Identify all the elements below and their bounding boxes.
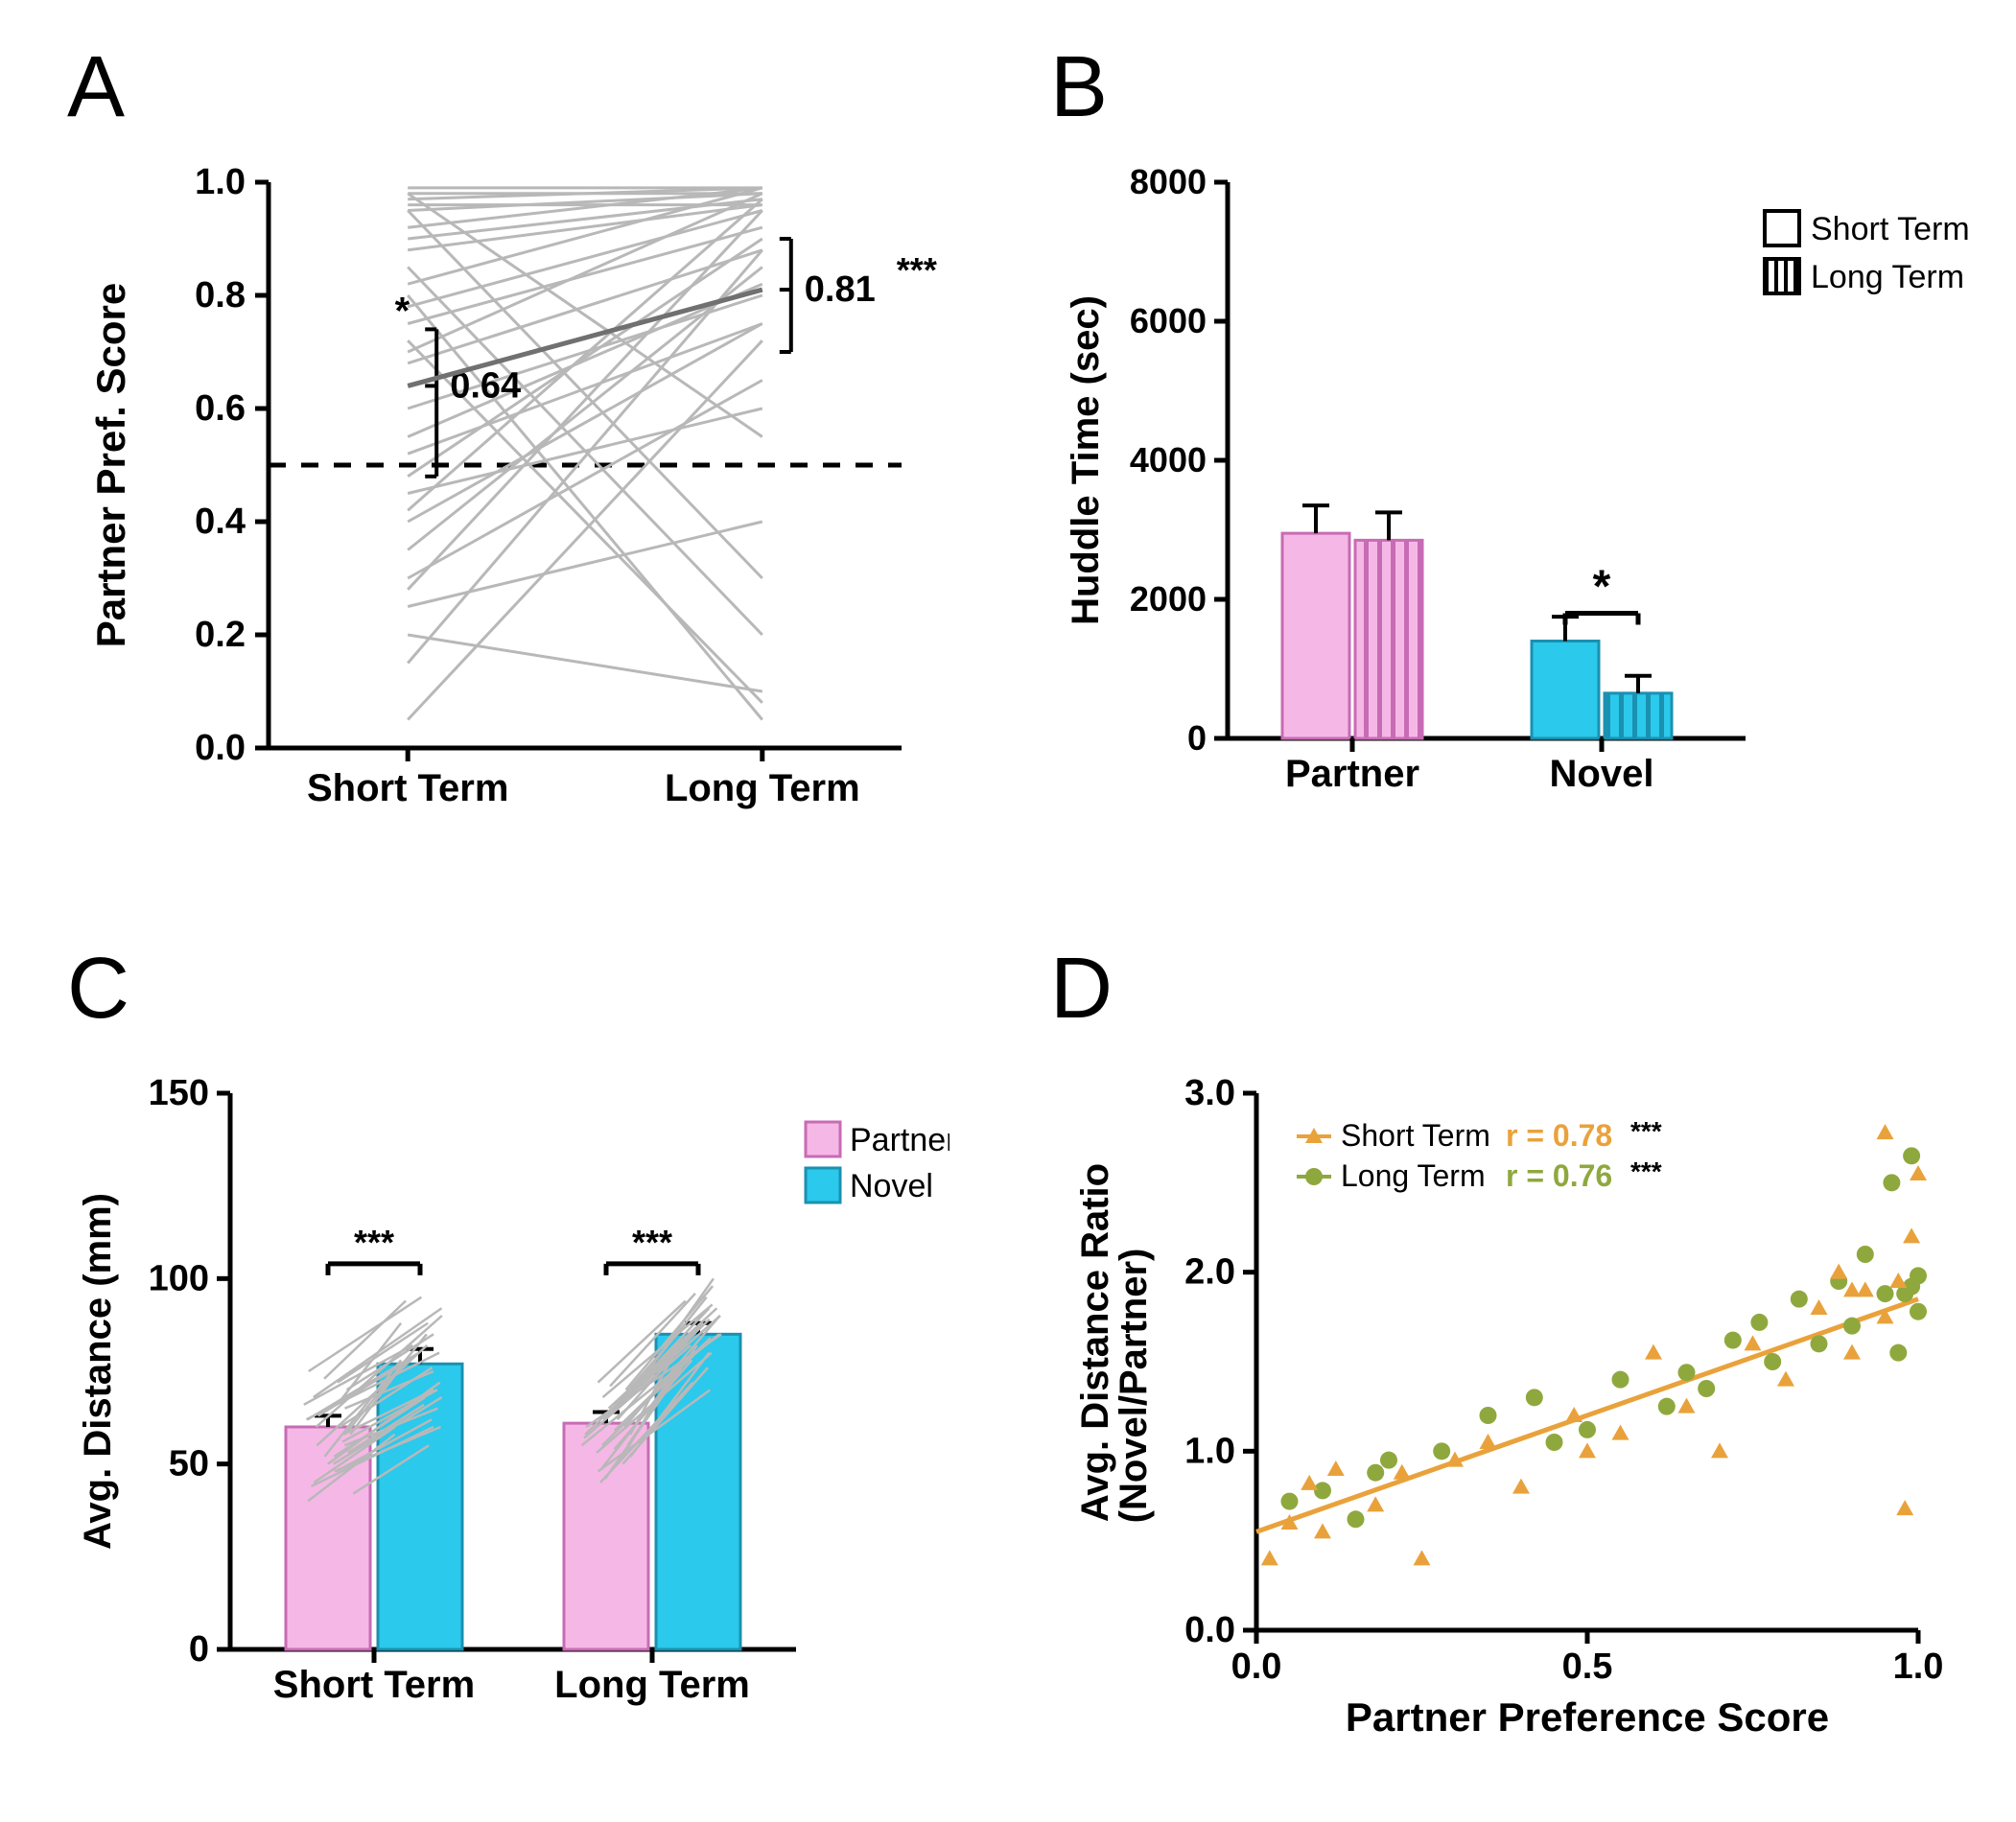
svg-text:0.0: 0.0 [1184,1610,1235,1650]
svg-text:Avg. Distance Ratio: Avg. Distance Ratio [1074,1163,1116,1522]
svg-text:6000: 6000 [1130,301,1207,340]
svg-text:0.8: 0.8 [195,275,246,315]
panel-label-d: D [1050,940,1113,1039]
panel-label-a: A [67,38,125,137]
panel-a-chart: 0.00.20.40.60.81.00.64*0.81***Short Term… [67,153,949,882]
svg-text:Partner Pref. Score: Partner Pref. Score [88,283,133,648]
svg-text:0: 0 [1187,718,1207,758]
svg-text:Novel: Novel [850,1168,933,1204]
svg-text:Avg. Distance (mm): Avg. Distance (mm) [77,1193,119,1550]
svg-text:Short Term: Short Term [1341,1118,1490,1153]
svg-text:4000: 4000 [1130,440,1207,479]
svg-text:1.0: 1.0 [1893,1647,1944,1687]
svg-text:Short Term: Short Term [1811,211,1970,247]
svg-text:***: *** [897,250,937,290]
svg-text:Novel: Novel [1550,753,1654,795]
svg-text:2000: 2000 [1130,579,1207,619]
panel-b-chart: 0 2000 4000 6000 8000 Partner Novel * Short Term… [1055,153,1976,882]
svg-text:0.2: 0.2 [195,615,246,655]
svg-text:100: 100 [149,1258,209,1298]
svg-text:r = 0.78: r = 0.78 [1506,1118,1612,1153]
svg-text:1.0: 1.0 [195,162,246,202]
svg-text:***: *** [1630,1116,1662,1146]
svg-text:0.4: 0.4 [195,502,246,542]
svg-text:8000: 8000 [1130,162,1207,201]
svg-text:Partner: Partner [850,1122,949,1158]
svg-text:Partner: Partner [1285,753,1419,795]
svg-text:0.0: 0.0 [195,728,246,768]
svg-text:(Novel/Partner): (Novel/Partner) [1113,1249,1155,1524]
svg-text:r = 0.76: r = 0.76 [1506,1158,1612,1193]
svg-text:*: * [1593,562,1611,613]
figure-root: A B C D 0.00.20.40.60.81.00.64*0.81***Sh… [0,0,2016,1822]
svg-text:***: *** [632,1223,672,1262]
panel-c-chart: 0 50 100 150 *** Short Term *** Long Term Partne… [67,1055,949,1784]
svg-text:Long Term: Long Term [554,1664,750,1706]
panel-label-c: C [67,940,129,1039]
panel-label-b: B [1050,38,1108,137]
svg-text:Huddle Time (sec): Huddle Time (sec) [1065,295,1107,625]
svg-text:Short Term: Short Term [273,1664,475,1706]
svg-text:0.0: 0.0 [1231,1647,1282,1687]
svg-text:2.0: 2.0 [1184,1252,1235,1293]
svg-text:0.81: 0.81 [805,269,876,310]
svg-text:Short Term: Short Term [307,767,508,809]
svg-text:50: 50 [169,1444,209,1484]
svg-text:0.5: 0.5 [1562,1647,1613,1687]
svg-text:***: *** [1630,1156,1662,1186]
svg-text:0.6: 0.6 [195,388,246,429]
svg-text:***: *** [354,1223,394,1262]
svg-text:150: 150 [149,1073,209,1113]
svg-text:0: 0 [189,1629,209,1670]
svg-text:*: * [395,290,410,332]
svg-text:Long Term: Long Term [1341,1158,1486,1193]
panel-d-chart: 0.0 1.0 2.0 3.0 0.0 0.5 1.0 Short Term r = 0.78 *… [1055,1055,1976,1784]
svg-text:3.0: 3.0 [1184,1073,1235,1113]
svg-text:Partner Preference Score: Partner Preference Score [1346,1694,1829,1740]
svg-text:1.0: 1.0 [1184,1431,1235,1471]
svg-text:Long Term: Long Term [1811,259,1964,295]
svg-text:Long Term: Long Term [665,767,860,809]
